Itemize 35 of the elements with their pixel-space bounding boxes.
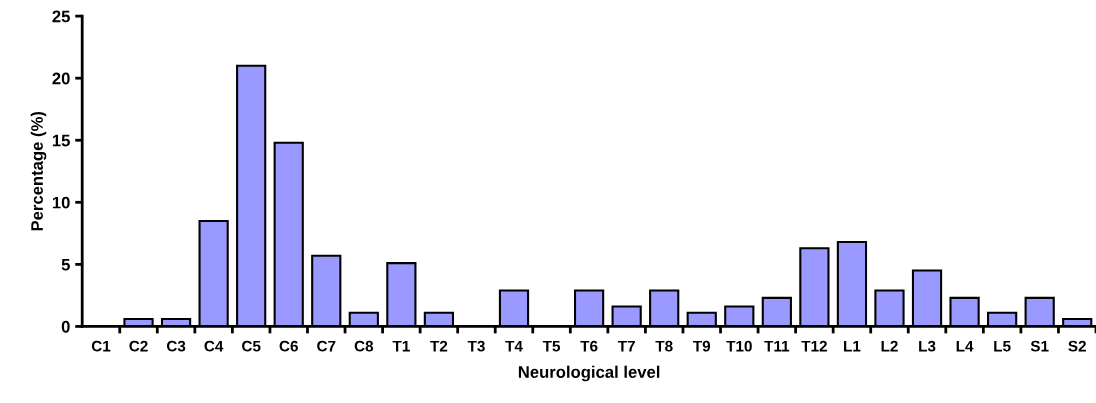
x-tick-label: C3	[166, 340, 186, 352]
x-tick-label: S1	[1030, 340, 1049, 352]
x-tick-label: T4	[505, 340, 523, 352]
x-tick-label: S2	[1068, 340, 1086, 352]
x-tick-label: C4	[204, 340, 224, 352]
x-tick-label: L1	[844, 340, 861, 352]
x-tick-label: L2	[881, 340, 898, 352]
y-axis-title: Percentage (%)	[30, 111, 47, 231]
x-tick-label: L3	[919, 340, 936, 352]
x-tick-label: T9	[693, 340, 711, 352]
x-tick-label: T7	[617, 340, 635, 352]
x-tick-label: T10	[726, 340, 752, 352]
y-tick-label: 20	[52, 72, 70, 85]
x-tick-label: C5	[242, 340, 261, 352]
y-tick-label: 25	[52, 10, 70, 23]
x-tick-label: T12	[801, 340, 827, 352]
x-tick-label: L4	[956, 340, 974, 352]
x-tick-label: C7	[317, 340, 336, 352]
x-tick-label: T2	[430, 340, 448, 352]
y-tick-label: 15	[52, 134, 70, 147]
x-tick-label: C6	[279, 340, 298, 352]
x-tick-label: L5	[994, 340, 1011, 352]
y-tick-label: 5	[61, 258, 70, 271]
x-tick-label: T5	[542, 340, 561, 352]
y-tick-label: 0	[61, 320, 70, 333]
x-tick-label: T3	[467, 340, 485, 352]
x-tick-label: C8	[354, 340, 374, 352]
x-tick-label: C1	[91, 340, 111, 352]
x-tick-label: T11	[764, 340, 790, 352]
x-tick-label: T1	[392, 340, 410, 352]
x-tick-label: T8	[655, 340, 673, 352]
x-tick-label: T6	[580, 340, 598, 352]
x-axis-title: Neurological level	[518, 365, 660, 382]
y-tick-label: 10	[52, 196, 70, 209]
x-tick-label: C2	[129, 340, 148, 352]
